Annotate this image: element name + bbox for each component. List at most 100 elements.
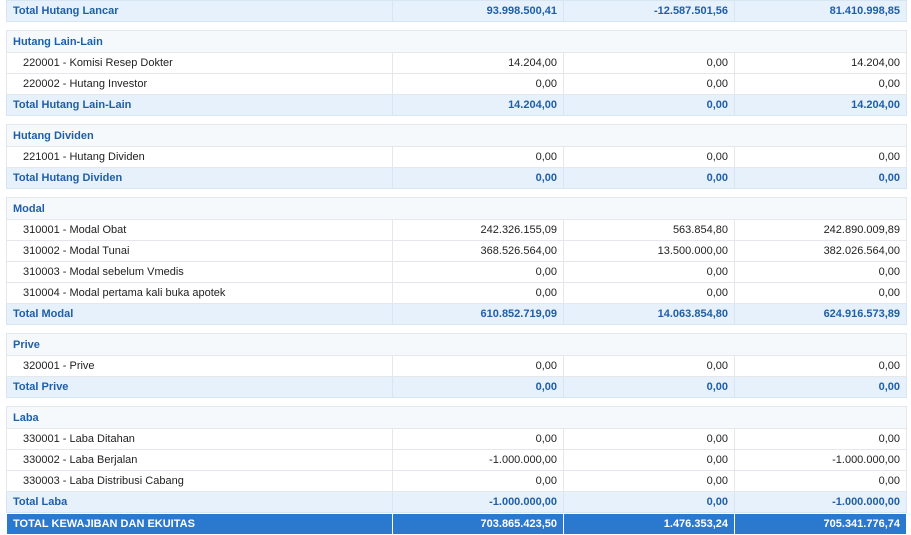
account-value: 0,00	[563, 449, 735, 471]
section-total-label: Total Hutang Lain-Lain	[6, 94, 393, 116]
account-label: 330003 - Laba Distribusi Cabang	[6, 470, 393, 492]
section-total-value: 14.204,00	[733, 94, 908, 116]
total-row: Total Hutang Lancar 93.998.500,41 -12.58…	[6, 0, 907, 22]
account-value: 242.890.009,89	[733, 219, 908, 241]
account-row: 330003 - Laba Distribusi Cabang 0,00 0,00 0…	[6, 470, 907, 492]
grand-total-row: TOTAL KEWAJIBAN DAN EKUITAS 703.865.423,…	[6, 513, 907, 535]
total-value: -12.587.501,56	[563, 0, 735, 22]
section-table: Hutang Dividen 221001 - Hutang Dividen 0,0…	[5, 124, 908, 189]
grand-total-label: TOTAL KEWAJIBAN DAN EKUITAS	[6, 513, 393, 535]
section-gap	[6, 22, 911, 30]
account-row: 220002 - Hutang Investor 0,00 0,00 0,00	[6, 73, 908, 95]
account-value: 368.526.564,00	[392, 240, 564, 262]
account-value: 563.854,80	[563, 219, 735, 241]
grand-total-value: 705.341.776,74	[734, 513, 907, 535]
account-value: 13.500.000,00	[563, 240, 735, 262]
section-total-label: Total Hutang Dividen	[6, 167, 393, 189]
account-value: 0,00	[392, 73, 564, 95]
section-table: Laba 330001 - Laba Ditahan 0,00 0,00 0,00 330…	[6, 406, 907, 513]
account-label: 221001 - Hutang Dividen	[6, 146, 393, 168]
account-value: 0,00	[563, 261, 735, 283]
account-label: 330001 - Laba Ditahan	[6, 428, 393, 450]
section-total-row: Total Modal 610.852.719,09 14.063.854,80 62…	[6, 303, 908, 325]
top-total-table: Total Hutang Lancar 93.998.500,41 -12.58…	[6, 0, 907, 22]
section-total-value: -1.000.000,00	[734, 491, 907, 513]
section-title: Modal	[5, 197, 908, 220]
account-row: 220001 - Komisi Resep Dokter 14.204,00 0,0…	[6, 52, 908, 74]
account-value: 0,00	[734, 428, 907, 450]
section-total-value: 0,00	[733, 167, 908, 189]
account-row: 310004 - Modal pertama kali buka apotek 0…	[6, 282, 908, 304]
account-value: 14.204,00	[733, 52, 908, 74]
account-label: 320001 - Prive	[6, 355, 393, 377]
grand-total-value: 1.476.353,24	[563, 513, 735, 535]
account-label: 330002 - Laba Berjalan	[6, 449, 393, 471]
section-header-row: Hutang Dividen	[5, 124, 908, 147]
account-label: 310002 - Modal Tunai	[6, 240, 393, 262]
account-label: 310003 - Modal sebelum Vmedis	[6, 261, 393, 283]
account-value: -1.000.000,00	[734, 449, 907, 471]
total-value: 81.410.998,85	[734, 0, 907, 22]
section-table: Modal 310001 - Modal Obat 242.326.155,09 56…	[5, 197, 908, 325]
account-label: 310004 - Modal pertama kali buka apotek	[6, 282, 393, 304]
section-total-value: 0,00	[733, 376, 908, 398]
account-value: 242.326.155,09	[392, 219, 564, 241]
account-value: 0,00	[392, 355, 564, 377]
account-value: 0,00	[563, 146, 735, 168]
section-table: Prive 320001 - Prive 0,00 0,00 0,00 Total Pri…	[5, 333, 908, 398]
total-label: Total Hutang Lancar	[6, 0, 393, 22]
account-value: 0,00	[563, 73, 735, 95]
account-value: 0,00	[733, 261, 908, 283]
section-total-value: 14.063.854,80	[563, 303, 735, 325]
account-value: 0,00	[392, 261, 564, 283]
section-total-value: 0,00	[563, 94, 735, 116]
account-value: 0,00	[563, 355, 735, 377]
account-value: 0,00	[563, 282, 735, 304]
account-value: 0,00	[563, 428, 735, 450]
section-total-value: 0,00	[392, 167, 564, 189]
section-total-row: Total Prive 0,00 0,00 0,00	[6, 376, 908, 398]
section-total-label: Total Laba	[6, 491, 393, 513]
account-value: 0,00	[392, 146, 564, 168]
account-row: 221001 - Hutang Dividen 0,00 0,00 0,00	[6, 146, 908, 168]
account-value: 0,00	[392, 282, 564, 304]
section-total-value: 0,00	[563, 167, 735, 189]
total-value: 93.998.500,41	[392, 0, 564, 22]
section-total-value: 0,00	[392, 376, 564, 398]
account-label: 220002 - Hutang Investor	[6, 73, 393, 95]
section-total-value: 0,00	[563, 491, 735, 513]
section-gap	[6, 398, 911, 406]
grand-total-table: TOTAL KEWAJIBAN DAN EKUITAS 703.865.423,…	[6, 513, 907, 535]
section-total-label: Total Prive	[6, 376, 393, 398]
section-title: Hutang Dividen	[5, 124, 908, 147]
section-title: Hutang Lain-Lain	[5, 30, 908, 53]
section-total-value: 14.204,00	[392, 94, 564, 116]
account-sections: Hutang Lain-Lain 220001 - Komisi Resep Do…	[5, 22, 911, 513]
account-row: 320001 - Prive 0,00 0,00 0,00	[6, 355, 908, 377]
section-header-row: Laba	[6, 406, 907, 429]
section-gap	[6, 116, 911, 124]
account-value: 0,00	[733, 146, 908, 168]
account-value: 0,00	[734, 470, 907, 492]
account-value: 0,00	[733, 355, 908, 377]
account-value: 0,00	[733, 73, 908, 95]
balance-sheet-report: Total Hutang Lancar 93.998.500,41 -12.58…	[5, 0, 911, 535]
grand-total-value: 703.865.423,50	[392, 513, 564, 535]
section-header-row: Prive	[5, 333, 908, 356]
account-value: 0,00	[733, 282, 908, 304]
account-value: 0,00	[392, 428, 564, 450]
account-value: 0,00	[563, 470, 735, 492]
section-total-row: Total Hutang Lain-Lain 14.204,00 0,00 14.20…	[6, 94, 908, 116]
section-total-value: 624.916.573,89	[733, 303, 908, 325]
section-title: Prive	[5, 333, 908, 356]
account-row: 330002 - Laba Berjalan -1.000.000,00 0,00-…	[6, 449, 907, 471]
section-total-label: Total Modal	[6, 303, 393, 325]
account-value: -1.000.000,00	[392, 449, 564, 471]
section-total-row: Total Laba -1.000.000,00 0,00 -1.000.000,00	[6, 491, 907, 513]
account-label: 310001 - Modal Obat	[6, 219, 393, 241]
account-label: 220001 - Komisi Resep Dokter	[6, 52, 393, 74]
account-value: 0,00	[563, 52, 735, 74]
section-total-value: 0,00	[563, 376, 735, 398]
account-value: 0,00	[392, 470, 564, 492]
section-total-row: Total Hutang Dividen 0,00 0,00 0,00	[6, 167, 908, 189]
